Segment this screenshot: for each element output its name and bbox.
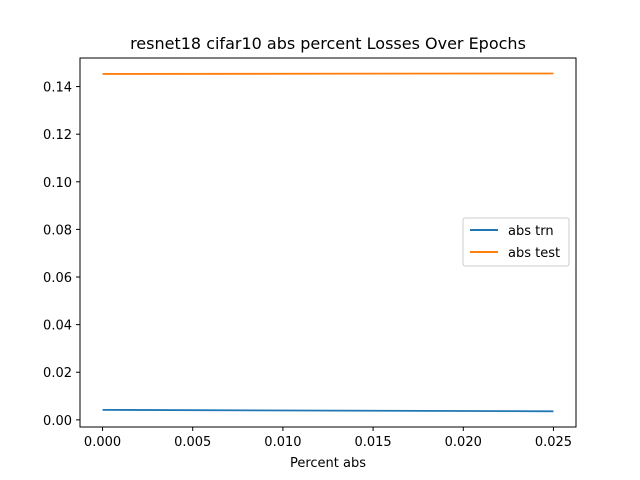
- y-tick-label: 0.10: [43, 176, 72, 191]
- x-tick-label: 0.005: [174, 435, 211, 450]
- y-tick-label: 0.08: [43, 223, 72, 238]
- legend-label-abs-test: abs test: [508, 246, 560, 261]
- series-line-abs-trn: [102, 408, 554, 413]
- legend: abs trn abs test: [462, 217, 570, 267]
- y-tick-label: 0.14: [43, 81, 72, 96]
- y-tick-label: 0.12: [43, 128, 72, 143]
- plot-area: 0.000 0.005 0.010 0.015 0.020 0.025 0.00 0.02 0.…: [43, 72, 572, 450]
- y-tick-label: 0.02: [43, 366, 72, 381]
- x-tick-label: 0.010: [264, 435, 301, 450]
- y-tick-label: 0.06: [43, 271, 72, 286]
- y-tick-label: 0.04: [43, 319, 72, 334]
- x-axis-label: Percent abs: [290, 456, 366, 471]
- x-tick-label: 0.020: [445, 435, 482, 450]
- chart-title: resnet18 cifar10 abs percent Losses Over…: [130, 34, 526, 53]
- axes-frame: [79, 57, 577, 428]
- x-tick-label: 0.000: [84, 435, 121, 450]
- legend-label-abs-trn: abs trn: [508, 224, 554, 239]
- x-tick-label: 0.025: [535, 435, 572, 450]
- y-tick-label: 0.00: [43, 414, 72, 429]
- x-tick-label: 0.015: [354, 435, 391, 450]
